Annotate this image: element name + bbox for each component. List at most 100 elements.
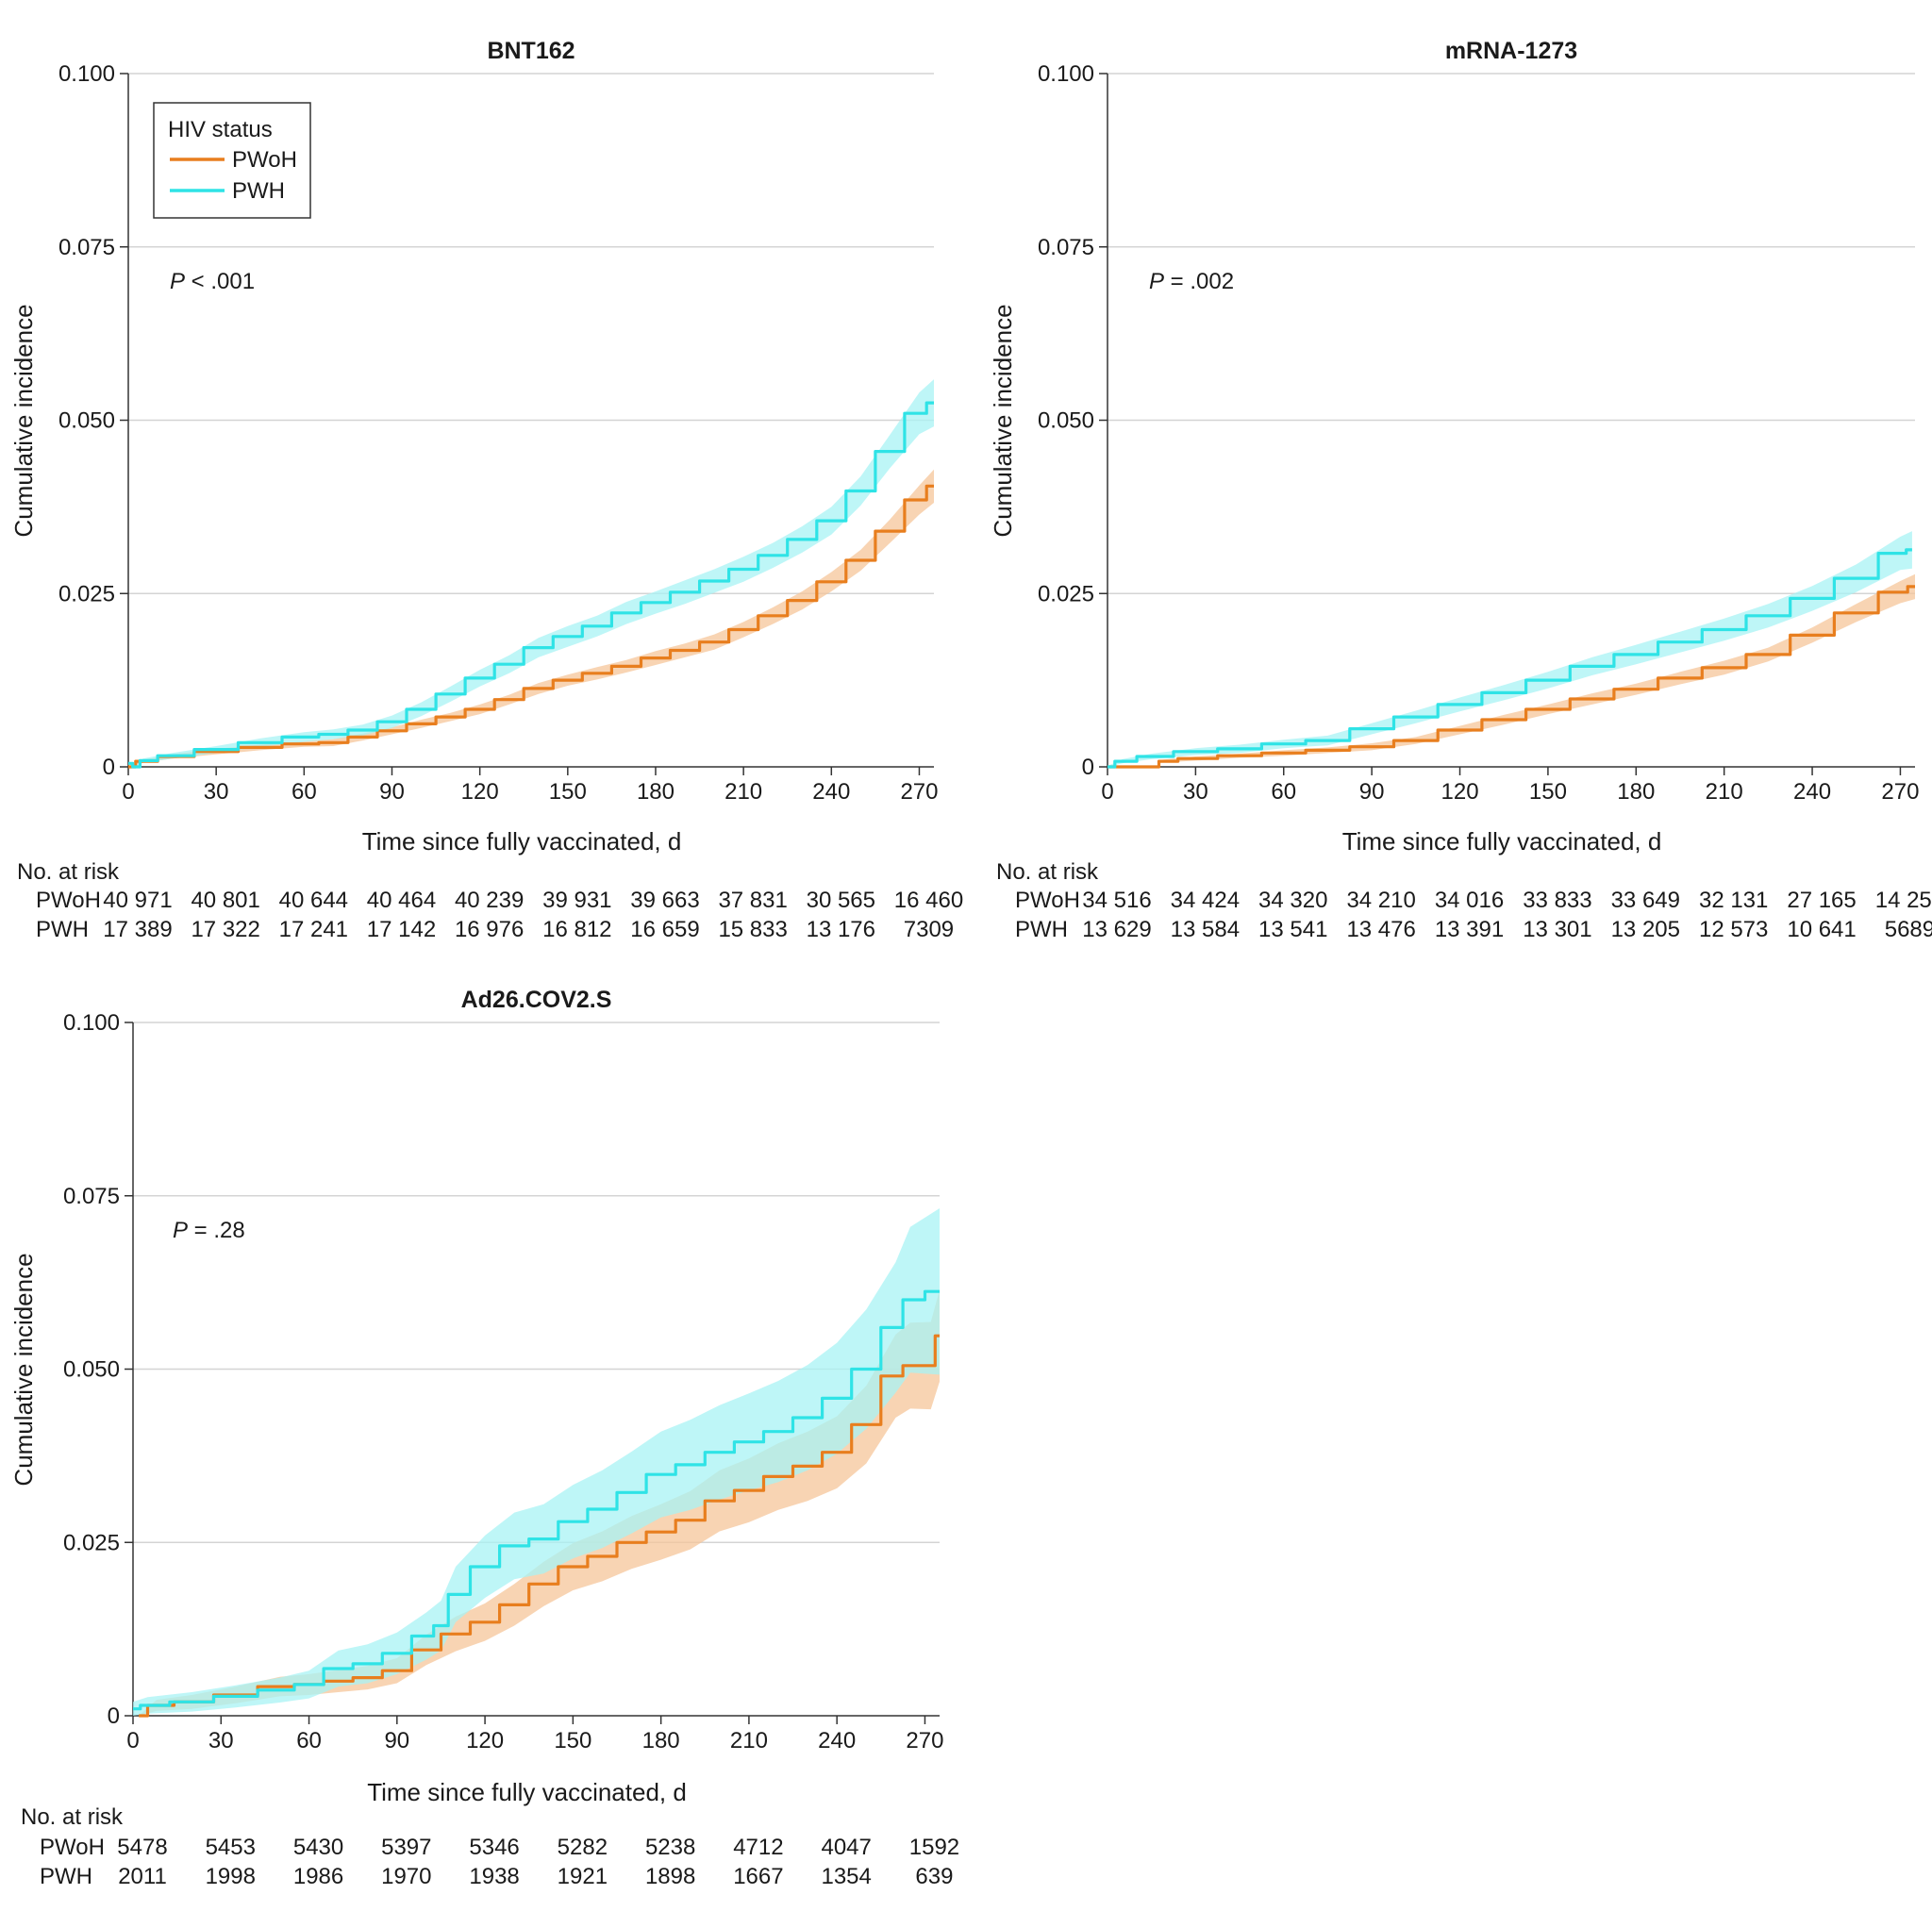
- risk-value: 13 629: [1082, 917, 1151, 942]
- risk-value: 5478: [117, 1835, 167, 1860]
- p-value-text: = .002: [1164, 269, 1234, 294]
- risk-value: 40 239: [455, 888, 524, 913]
- y-tick-label: 0.100: [1038, 61, 1094, 87]
- ci-band-pwoh: [139, 1289, 940, 1716]
- series-line-pwh: [128, 401, 934, 769]
- risk-value: 15 833: [718, 917, 787, 942]
- risk-value: 40 801: [191, 888, 259, 913]
- x-tick-label: 150: [554, 1728, 591, 1753]
- x-tick-label: 90: [384, 1728, 409, 1753]
- risk-value: 13 301: [1523, 917, 1591, 942]
- x-tick-label: 270: [906, 1728, 943, 1753]
- x-tick-label: 240: [818, 1728, 856, 1753]
- p-value-text: < .001: [185, 269, 255, 294]
- y-tick-label: 0: [108, 1703, 120, 1729]
- risk-row-label: PWH: [36, 917, 89, 942]
- risk-value: 1938: [469, 1864, 519, 1889]
- risk-value: 1998: [206, 1864, 256, 1889]
- legend-entry: PWH: [232, 178, 285, 204]
- ci-band-pwh: [128, 379, 934, 767]
- y-tick-label: 0.025: [63, 1530, 120, 1555]
- x-tick-label: 0: [126, 1728, 139, 1753]
- risk-value: 17 389: [103, 917, 172, 942]
- y-tick-label: 0.025: [58, 581, 115, 607]
- x-tick-label: 150: [549, 779, 587, 805]
- risk-value: 12 573: [1699, 917, 1768, 942]
- risk-value: 2011: [118, 1864, 167, 1889]
- risk-value: 1667: [733, 1864, 783, 1889]
- risk-row-label: PWoH: [40, 1835, 105, 1860]
- series-line-pwoh: [128, 484, 934, 769]
- risk-value: 34 516: [1082, 888, 1151, 913]
- x-tick-label: 90: [1359, 779, 1385, 805]
- x-tick-label: 0: [1101, 779, 1113, 805]
- x-axis-label: Time since fully vaccinated, d: [1342, 827, 1662, 856]
- risk-value: 13 205: [1611, 917, 1680, 942]
- x-tick-label: 30: [208, 1728, 234, 1753]
- series-line-pwoh: [1108, 585, 1915, 769]
- risk-value: 5346: [469, 1835, 519, 1860]
- risk-value: 13 584: [1171, 917, 1240, 942]
- x-tick-label: 270: [900, 779, 938, 805]
- risk-value: 40 464: [367, 888, 436, 913]
- p-value-symbol: P: [170, 269, 185, 294]
- chart-panel-0: BNT162 0 0.025 0.050 0.075 0.100 0 30 60 90 120 150…: [9, 38, 963, 942]
- risk-value: 16 659: [630, 917, 699, 942]
- y-tick-label: 0: [1082, 755, 1094, 780]
- y-tick-label: 0: [103, 755, 115, 780]
- y-tick-label: 0.100: [63, 1010, 120, 1036]
- risk-value: 1986: [293, 1864, 343, 1889]
- risk-value: 39 663: [630, 888, 699, 913]
- x-axis-label: Time since fully vaccinated, d: [362, 827, 682, 856]
- chart-panel-1: mRNA-1273 0 0.025 0.050 0.075 0.100 0 30 60 90 120…: [989, 38, 1932, 942]
- y-tick-label: 0.100: [58, 61, 115, 87]
- chart-title: BNT162: [487, 38, 575, 64]
- ci-band-pwh: [133, 1208, 940, 1716]
- risk-value: 10 641: [1787, 917, 1856, 942]
- risk-value: 32 131: [1699, 888, 1768, 913]
- legend: HIV status PWoH PWH: [153, 102, 311, 219]
- risk-value: 27 165: [1787, 888, 1856, 913]
- y-tick-label: 0.075: [63, 1184, 120, 1209]
- risk-value: 17 142: [367, 917, 436, 942]
- x-tick-label: 0: [122, 779, 134, 805]
- x-tick-label: 60: [291, 779, 317, 805]
- risk-value: 40 644: [279, 888, 348, 913]
- risk-value: 14 253: [1875, 888, 1932, 913]
- risk-value: 5453: [206, 1835, 256, 1860]
- risk-value: 13 176: [807, 917, 875, 942]
- x-tick-label: 240: [812, 779, 850, 805]
- y-tick-label: 0.050: [58, 408, 115, 434]
- risk-value: 1970: [381, 1864, 431, 1889]
- risk-value: 1898: [645, 1864, 695, 1889]
- risk-value: 33 649: [1611, 888, 1680, 913]
- risk-value: 17 241: [279, 917, 348, 942]
- y-axis-label: Cumulative incidence: [9, 1253, 38, 1486]
- risk-row-label: PWoH: [1015, 888, 1080, 913]
- risk-value: 34 424: [1171, 888, 1240, 913]
- series-line-pwh: [1108, 548, 1912, 769]
- risk-value: 30 565: [807, 888, 875, 913]
- risk-row-label: PWH: [1015, 917, 1068, 942]
- risk-table-header: No. at risk: [17, 859, 120, 885]
- series-line-pwh: [133, 1289, 940, 1711]
- risk-value: 4712: [733, 1835, 783, 1860]
- risk-value: 34 320: [1258, 888, 1327, 913]
- x-tick-label: 30: [204, 779, 229, 805]
- chart-title: mRNA-1273: [1445, 38, 1577, 64]
- y-axis-label: Cumulative incidence: [9, 304, 38, 537]
- x-tick-label: 240: [1793, 779, 1831, 805]
- p-value: P = .28: [173, 1218, 245, 1243]
- risk-value: 39 931: [542, 888, 611, 913]
- risk-value: 7309: [904, 917, 954, 942]
- ci-band-pwoh: [128, 469, 934, 767]
- risk-value: 33 833: [1523, 888, 1591, 913]
- risk-value: 37 831: [718, 888, 787, 913]
- x-tick-label: 60: [1271, 779, 1296, 805]
- y-tick-label: 0.025: [1038, 581, 1094, 607]
- p-value: P = .002: [1149, 269, 1234, 294]
- risk-value: 1354: [821, 1864, 871, 1889]
- risk-value: 13 476: [1346, 917, 1415, 942]
- x-tick-label: 120: [461, 779, 499, 805]
